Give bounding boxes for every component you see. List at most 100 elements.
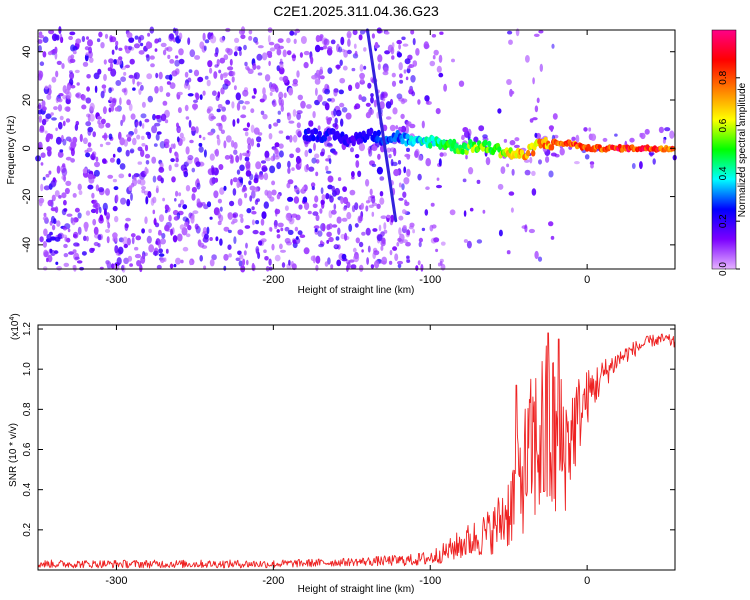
spectrogram-cell	[297, 230, 303, 236]
spectrogram-cell	[237, 229, 244, 236]
spectrogram-cell	[133, 72, 140, 80]
spectrogram-cell	[315, 159, 320, 164]
spectrogram-cell	[250, 138, 255, 147]
spectrogram-cell	[83, 235, 87, 241]
spectrogram-cell	[185, 116, 190, 120]
spectrogram-cell	[386, 214, 391, 219]
spectrogram-cell	[182, 204, 188, 210]
spectrogram-cell	[266, 190, 272, 199]
spectrogram-cell	[47, 199, 53, 207]
spectrogram-cell	[218, 164, 224, 170]
spectrogram-cell	[314, 153, 320, 159]
spectrogram-cell	[340, 118, 344, 127]
spectrogram-cell	[258, 240, 263, 246]
spectrogram-cell	[114, 45, 118, 51]
spectrogram-cell	[261, 52, 268, 61]
spectrogram-cell	[257, 251, 261, 260]
spectrogram-cell	[42, 106, 47, 111]
spectrogram-cell	[232, 212, 239, 219]
spectrogram-cell	[296, 112, 301, 121]
spectrogram-cell	[70, 54, 75, 59]
spectrogram-cell	[178, 58, 185, 65]
spectrogram-cell	[114, 215, 119, 223]
spectrogram-cell	[404, 199, 407, 204]
spectrogram-cell	[99, 214, 104, 222]
spectrogram-cell	[463, 239, 468, 243]
spectrogram-cell	[45, 238, 52, 243]
spectrogram-cell	[584, 154, 590, 160]
spectrogram-cell	[227, 66, 234, 71]
spectrogram-cell	[325, 165, 329, 172]
spectrogram-cell	[279, 62, 284, 69]
snr-x-axis: -300 -200 -100 0	[105, 325, 590, 587]
spectrogram-cell	[139, 120, 142, 127]
spectrogram-cell	[219, 238, 223, 246]
spectrogram-cell	[559, 147, 565, 156]
spectrogram-cell	[154, 38, 159, 44]
spectrogram-cell	[238, 182, 243, 188]
spectrogram-cell	[253, 88, 257, 95]
spectrogram-cell	[371, 211, 375, 217]
spectrogram-cell	[109, 157, 115, 163]
spectrogram-cell	[417, 260, 421, 266]
spectrogram-cell	[113, 186, 119, 191]
spectrogram-cell	[76, 260, 83, 264]
spectrogram-cell	[438, 72, 444, 78]
spectrogram-cell	[114, 107, 120, 112]
spectrogram-cell	[144, 216, 148, 224]
spectrogram-streak	[365, 28, 398, 223]
spectrogram-cell	[170, 143, 174, 150]
spectrogram-cell	[462, 127, 469, 133]
spectrogram-cell	[135, 121, 140, 126]
x-tick-label: 0	[584, 274, 590, 286]
spectrogram-cell	[500, 166, 506, 175]
spectrogram-cell	[256, 143, 261, 148]
spectrogram-cell	[354, 103, 361, 110]
spectrogram-cell	[194, 223, 199, 230]
spectrogram-cell	[252, 229, 259, 235]
spectrogram-cell	[210, 35, 217, 44]
spectrogram-cell	[216, 108, 221, 113]
spectrogram-cell	[320, 151, 325, 157]
spectrogram-cell	[589, 161, 595, 166]
spectrogram-cell	[287, 160, 291, 168]
spectrogram-cell	[482, 209, 486, 214]
spectrogram-cell	[235, 155, 240, 163]
spectrogram-cell	[209, 177, 215, 186]
spectrogram-cell	[246, 208, 252, 214]
spectrogram-cell	[214, 177, 219, 183]
spectrogram-cell	[371, 196, 376, 204]
spectrogram-cell	[136, 81, 143, 85]
spectrogram-cell	[216, 122, 222, 127]
spectrogram-cell	[390, 214, 395, 223]
spectrogram-cell	[140, 42, 144, 47]
spectrogram-cell	[352, 247, 357, 253]
spectrogram-cell	[77, 226, 82, 235]
spectrogram-cell	[438, 54, 443, 63]
spectrogram-cell	[207, 106, 213, 112]
spectrogram-cell	[257, 45, 264, 49]
spectrogram-cell	[47, 254, 53, 263]
spectrogram-cell	[320, 199, 325, 205]
spectrogram-cell	[115, 194, 119, 203]
x-tick-label: -300	[105, 575, 127, 587]
spectrogram-cell	[631, 163, 636, 169]
spectrogram-cell	[272, 102, 277, 107]
spectrogram-cell	[397, 260, 403, 265]
spectrogram-cell	[320, 75, 325, 80]
spectrogram-cell	[145, 160, 150, 165]
spectrogram-cell	[72, 249, 77, 254]
spectrogram-cell	[271, 189, 277, 196]
snr-background	[38, 325, 675, 570]
spectrogram-cell	[41, 100, 46, 108]
spectrogram-cell	[295, 236, 299, 240]
spectrogram-cell	[126, 198, 131, 207]
spectrogram-cell	[141, 135, 145, 140]
spectrogram-cell	[273, 122, 279, 127]
spectrogram-cell	[175, 157, 179, 163]
spectrogram-cell	[156, 185, 159, 192]
spectrogram-cell	[339, 102, 345, 108]
spectrogram-cell	[497, 183, 504, 190]
spectrogram-cell	[144, 144, 149, 152]
spectrogram-cell	[531, 188, 537, 196]
